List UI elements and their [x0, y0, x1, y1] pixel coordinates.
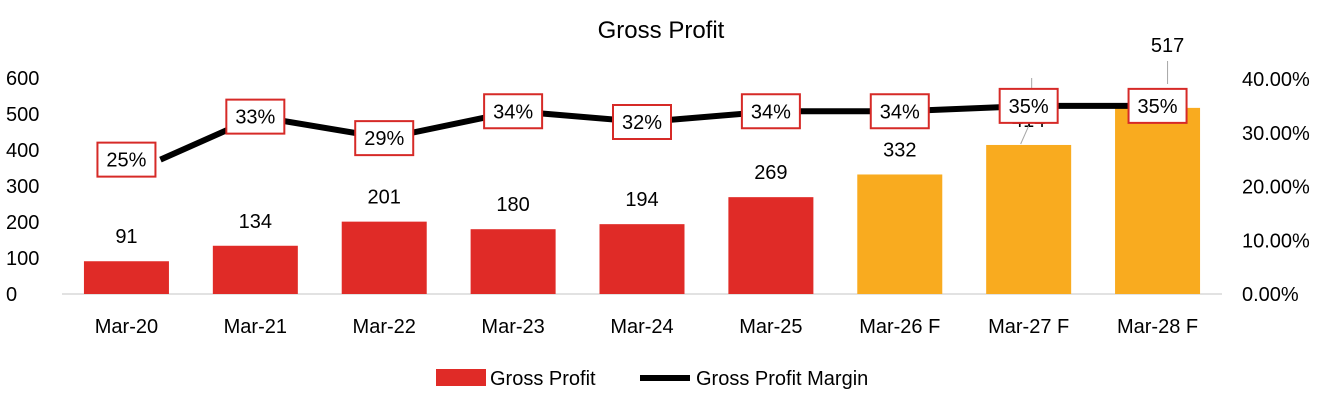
chart-title: Gross Profit [598, 17, 725, 44]
category-label: Mar-25 [739, 316, 802, 338]
margin-label-box [96, 141, 157, 178]
margin-value-label: 34% [493, 101, 533, 123]
margin-label-box [354, 120, 415, 157]
category-label: Mar-22 [353, 316, 416, 338]
bar-value-label: 332 [883, 139, 916, 161]
margin-value-label: 32% [622, 112, 662, 134]
bar-value-label: 134 [239, 211, 272, 233]
margin-value-label: 29% [364, 128, 404, 150]
right-tick-label: 0.00% [1242, 284, 1299, 306]
bar [212, 245, 298, 294]
margin-label-box [1127, 87, 1188, 124]
margin-label-box [998, 87, 1059, 124]
margin-value-label: 35% [1138, 96, 1178, 118]
category-label: Mar-24 [610, 316, 673, 338]
margin-label-box [740, 93, 801, 130]
bar [599, 224, 685, 294]
category-label: Mar-23 [481, 316, 544, 338]
right-tick-label: 10.00% [1242, 230, 1310, 252]
bar [470, 229, 556, 294]
bar-value-label: 517 [1151, 35, 1184, 57]
margin-label-box [483, 93, 544, 130]
category-label: Mar-28 F [1117, 316, 1198, 338]
margin-line-series: 25% 33% 29% 34% 32% 34% 34% 35% 35% [96, 87, 1188, 178]
left-tick-label: 0 [6, 284, 17, 306]
right-tick-label: 20.00% [1242, 177, 1310, 199]
right-tick-label: 30.00% [1242, 123, 1310, 145]
category-label: Mar-26 F [859, 316, 940, 338]
bar-value-label: 180 [496, 194, 529, 216]
legend-label-gross-profit: Gross Profit [490, 368, 596, 390]
margin-label-box [869, 93, 930, 130]
legend-swatch-gross-profit [436, 369, 486, 386]
left-axis: 0 100 200 300 400 500 600 [6, 68, 39, 306]
category-label: Mar-20 [95, 316, 158, 338]
right-axis: 0.00% 10.00% 20.00% 30.00% 40.00% [1242, 69, 1310, 306]
legend: Gross Profit Gross Profit Margin [436, 368, 868, 390]
bar-series [83, 107, 1201, 294]
margin-value-label: 25% [106, 150, 146, 172]
legend-label-margin: Gross Profit Margin [696, 368, 868, 390]
category-label: Mar-21 [224, 316, 287, 338]
left-tick-label: 300 [6, 176, 39, 198]
category-labels: Mar-20 Mar-21 Mar-22 Mar-23 Mar-24 Mar-25 Mar-… [95, 316, 1198, 338]
bar [83, 261, 169, 294]
margin-value-label: 34% [880, 101, 920, 123]
left-tick-label: 600 [6, 68, 39, 90]
bar [857, 174, 943, 294]
margin-label-box [225, 98, 286, 135]
margin-value-label: 34% [751, 101, 791, 123]
right-tick-label: 40.00% [1242, 69, 1310, 91]
bar-value-label: 194 [625, 189, 658, 211]
bar [341, 221, 427, 294]
bar [1115, 107, 1201, 294]
bar [986, 144, 1072, 294]
bar [728, 197, 814, 294]
left-tick-label: 100 [6, 248, 39, 270]
bar-value-label: 269 [754, 162, 787, 184]
left-tick-label: 200 [6, 212, 39, 234]
left-tick-label: 500 [6, 104, 39, 126]
category-label: Mar-27 F [988, 316, 1069, 338]
margin-value-label: 33% [235, 107, 275, 129]
bar-value-label: 201 [368, 187, 401, 209]
bar-value-label: 91 [115, 226, 137, 248]
leader-line [1020, 125, 1030, 145]
margin-label-box [612, 104, 672, 140]
bar-value-labels: 91134201180194269332414517 [115, 35, 1184, 248]
left-tick-label: 400 [6, 140, 39, 162]
margin-value-label: 35% [1009, 96, 1049, 118]
